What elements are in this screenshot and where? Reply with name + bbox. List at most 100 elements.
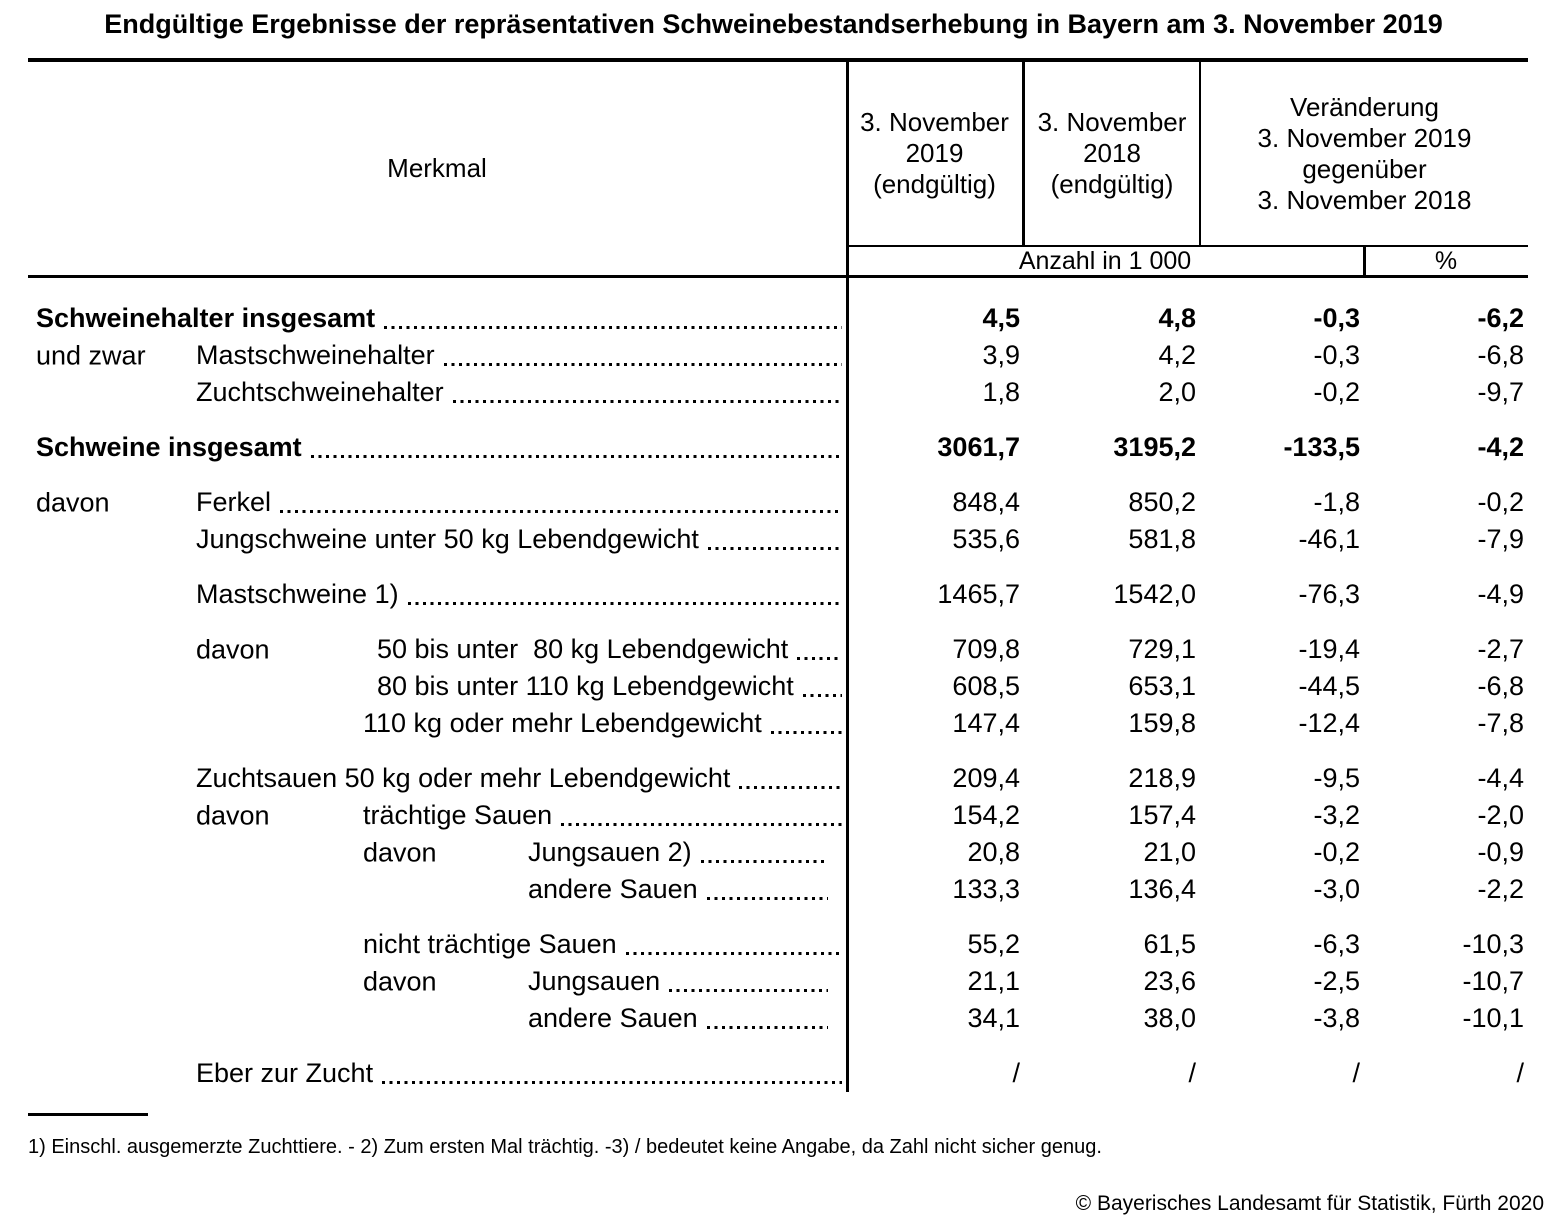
row-prefix: davon <box>196 800 270 830</box>
value-2018: 4,2 <box>1158 340 1196 370</box>
value-change-pct: -6,8 <box>1477 671 1524 701</box>
row-spacer <box>28 742 1528 760</box>
row-label-zone: nicht trächtige Sauen <box>28 926 846 963</box>
row-label: trächtige Sauen <box>363 800 553 830</box>
value-2019: 4,5 <box>982 303 1020 333</box>
row-spacer <box>28 1037 1528 1055</box>
value-2019: 21,1 <box>967 966 1020 996</box>
row-label-zone: Eber zur Zucht <box>28 1055 846 1092</box>
row-prefix: davon <box>363 966 437 996</box>
row-label-zone: Mastschweine 1) <box>28 576 846 613</box>
header-divider-line <box>846 245 1528 247</box>
dot-leader <box>625 952 842 955</box>
header-col-2018-line: 2018 <box>1083 138 1141 168</box>
header-merkmal-label: Merkmal <box>387 153 487 183</box>
value-2018: 653,1 <box>1128 671 1196 701</box>
header-col-2018-line: 3. November <box>1037 107 1187 137</box>
row-label-zone: Jungschweine unter 50 kg Lebendgewicht <box>28 521 846 558</box>
dot-leader <box>452 400 842 403</box>
footnote-rule <box>28 1113 148 1116</box>
value-change-abs: / <box>1352 1058 1360 1088</box>
value-change-pct: -2,0 <box>1477 800 1524 830</box>
table-row: 110 kg oder mehr Lebendgewicht 147,4 159… <box>28 705 1528 742</box>
value-2019: 1465,7 <box>937 579 1020 609</box>
header-col-change-line: 3. November 2019 <box>1257 122 1472 153</box>
row-label: 50 bis unter 80 kg Lebendgewicht <box>377 634 789 664</box>
value-2019: 133,3 <box>952 874 1020 904</box>
value-change-abs: -44,5 <box>1298 671 1360 701</box>
value-2019: 154,2 <box>952 800 1020 830</box>
value-change-abs: -3,8 <box>1313 1003 1360 1033</box>
table-row: Zuchtschweinehalter 1,8 2,0 -0,2 -9,7 <box>28 374 1528 411</box>
value-2019: 535,6 <box>952 524 1020 554</box>
dot-leader <box>707 547 842 550</box>
value-2018: 1542,0 <box>1113 579 1196 609</box>
copyright: © Bayerisches Landesamt für Statistik, F… <box>1075 1192 1544 1215</box>
table-border-top <box>28 58 1528 62</box>
table-row: Eber zur Zucht / / / / <box>28 1055 1528 1092</box>
header-col-change-line: gegenüber <box>1302 153 1427 184</box>
value-2018: 23,6 <box>1143 966 1196 996</box>
row-label: Schweinehalter insgesamt <box>36 303 376 333</box>
header-merkmal: Merkmal <box>28 62 846 275</box>
dot-leader <box>669 989 828 992</box>
row-spacer <box>28 411 1528 429</box>
value-change-pct: -4,2 <box>1477 432 1524 462</box>
table-row: davon trächtige Sauen 154,2 157,4 -3,2 -… <box>28 797 1528 834</box>
dot-leader <box>797 657 842 660</box>
row-label-zone: andere Sauen <box>28 1000 846 1037</box>
dot-leader <box>443 363 842 366</box>
row-label: nicht trächtige Sauen <box>363 929 617 959</box>
header-col-2019-line: 2019 <box>905 138 964 168</box>
dot-leader <box>384 326 842 329</box>
row-prefix: davon <box>196 634 270 664</box>
dot-leader <box>561 823 842 826</box>
row-label: Jungschweine unter 50 kg Lebendgewicht <box>196 524 699 554</box>
dot-leader <box>310 455 842 458</box>
dot-leader <box>739 786 842 789</box>
value-change-pct: -7,8 <box>1477 708 1524 738</box>
value-change-abs: -0,3 <box>1313 340 1360 370</box>
row-label-zone: davon Jungsauen 2) <box>28 834 846 871</box>
value-change-abs: -1,8 <box>1313 487 1360 517</box>
value-change-abs: -9,5 <box>1313 763 1360 793</box>
value-change-pct: -0,2 <box>1477 487 1524 517</box>
value-change-pct: -4,9 <box>1477 579 1524 609</box>
row-label: Mastschweinehalter <box>196 340 435 370</box>
value-2018: 21,0 <box>1143 837 1196 867</box>
value-change-pct: -2,2 <box>1477 874 1524 904</box>
table-row: Schweinehalter insgesamt 4,5 4,8 -0,3 -6… <box>28 300 1528 337</box>
table-row: Mastschweine 1) 1465,7 1542,0 -76,3 -4,9 <box>28 576 1528 613</box>
dot-leader <box>280 510 842 513</box>
row-prefix: und zwar <box>36 340 146 370</box>
value-2018: 2,0 <box>1158 377 1196 407</box>
value-2018: 159,8 <box>1128 708 1196 738</box>
row-label: Zuchtschweinehalter <box>196 377 444 407</box>
value-change-abs: -0,2 <box>1313 837 1360 867</box>
value-2018: 850,2 <box>1128 487 1196 517</box>
value-2019: 20,8 <box>967 837 1020 867</box>
value-2018: 61,5 <box>1143 929 1196 959</box>
value-2019: 209,4 <box>952 763 1020 793</box>
row-label: Zuchtsauen 50 kg oder mehr Lebendgewicht <box>196 763 731 793</box>
table-row: davon Jungsauen 2) 20,8 21,0 -0,2 -0,9 <box>28 834 1528 871</box>
value-2019: 55,2 <box>967 929 1020 959</box>
value-2019: 3,9 <box>982 340 1020 370</box>
value-2019: 147,4 <box>952 708 1020 738</box>
row-label-zone: Zuchtsauen 50 kg oder mehr Lebendgewicht <box>28 760 846 797</box>
row-label-zone: Zuchtschweinehalter <box>28 374 846 411</box>
row-label: Mastschweine 1) <box>196 579 399 609</box>
header-col-2019-line: 3. November <box>860 107 1009 137</box>
value-2019: 3061,7 <box>937 432 1020 462</box>
value-change-pct: -10,3 <box>1462 929 1524 959</box>
row-prefix: davon <box>36 487 110 517</box>
value-2018: 729,1 <box>1128 634 1196 664</box>
value-change-abs: -76,3 <box>1298 579 1360 609</box>
page-title: Endgültige Ergebnisse der repräsentative… <box>104 9 1443 39</box>
value-change-abs: -3,2 <box>1313 800 1360 830</box>
row-label-zone: Schweine insgesamt <box>28 429 846 466</box>
unit-percent-label: % <box>1434 247 1458 275</box>
row-label: Jungsauen 2) <box>528 837 692 867</box>
header-col-2018-line: (endgültig) <box>1050 169 1174 199</box>
